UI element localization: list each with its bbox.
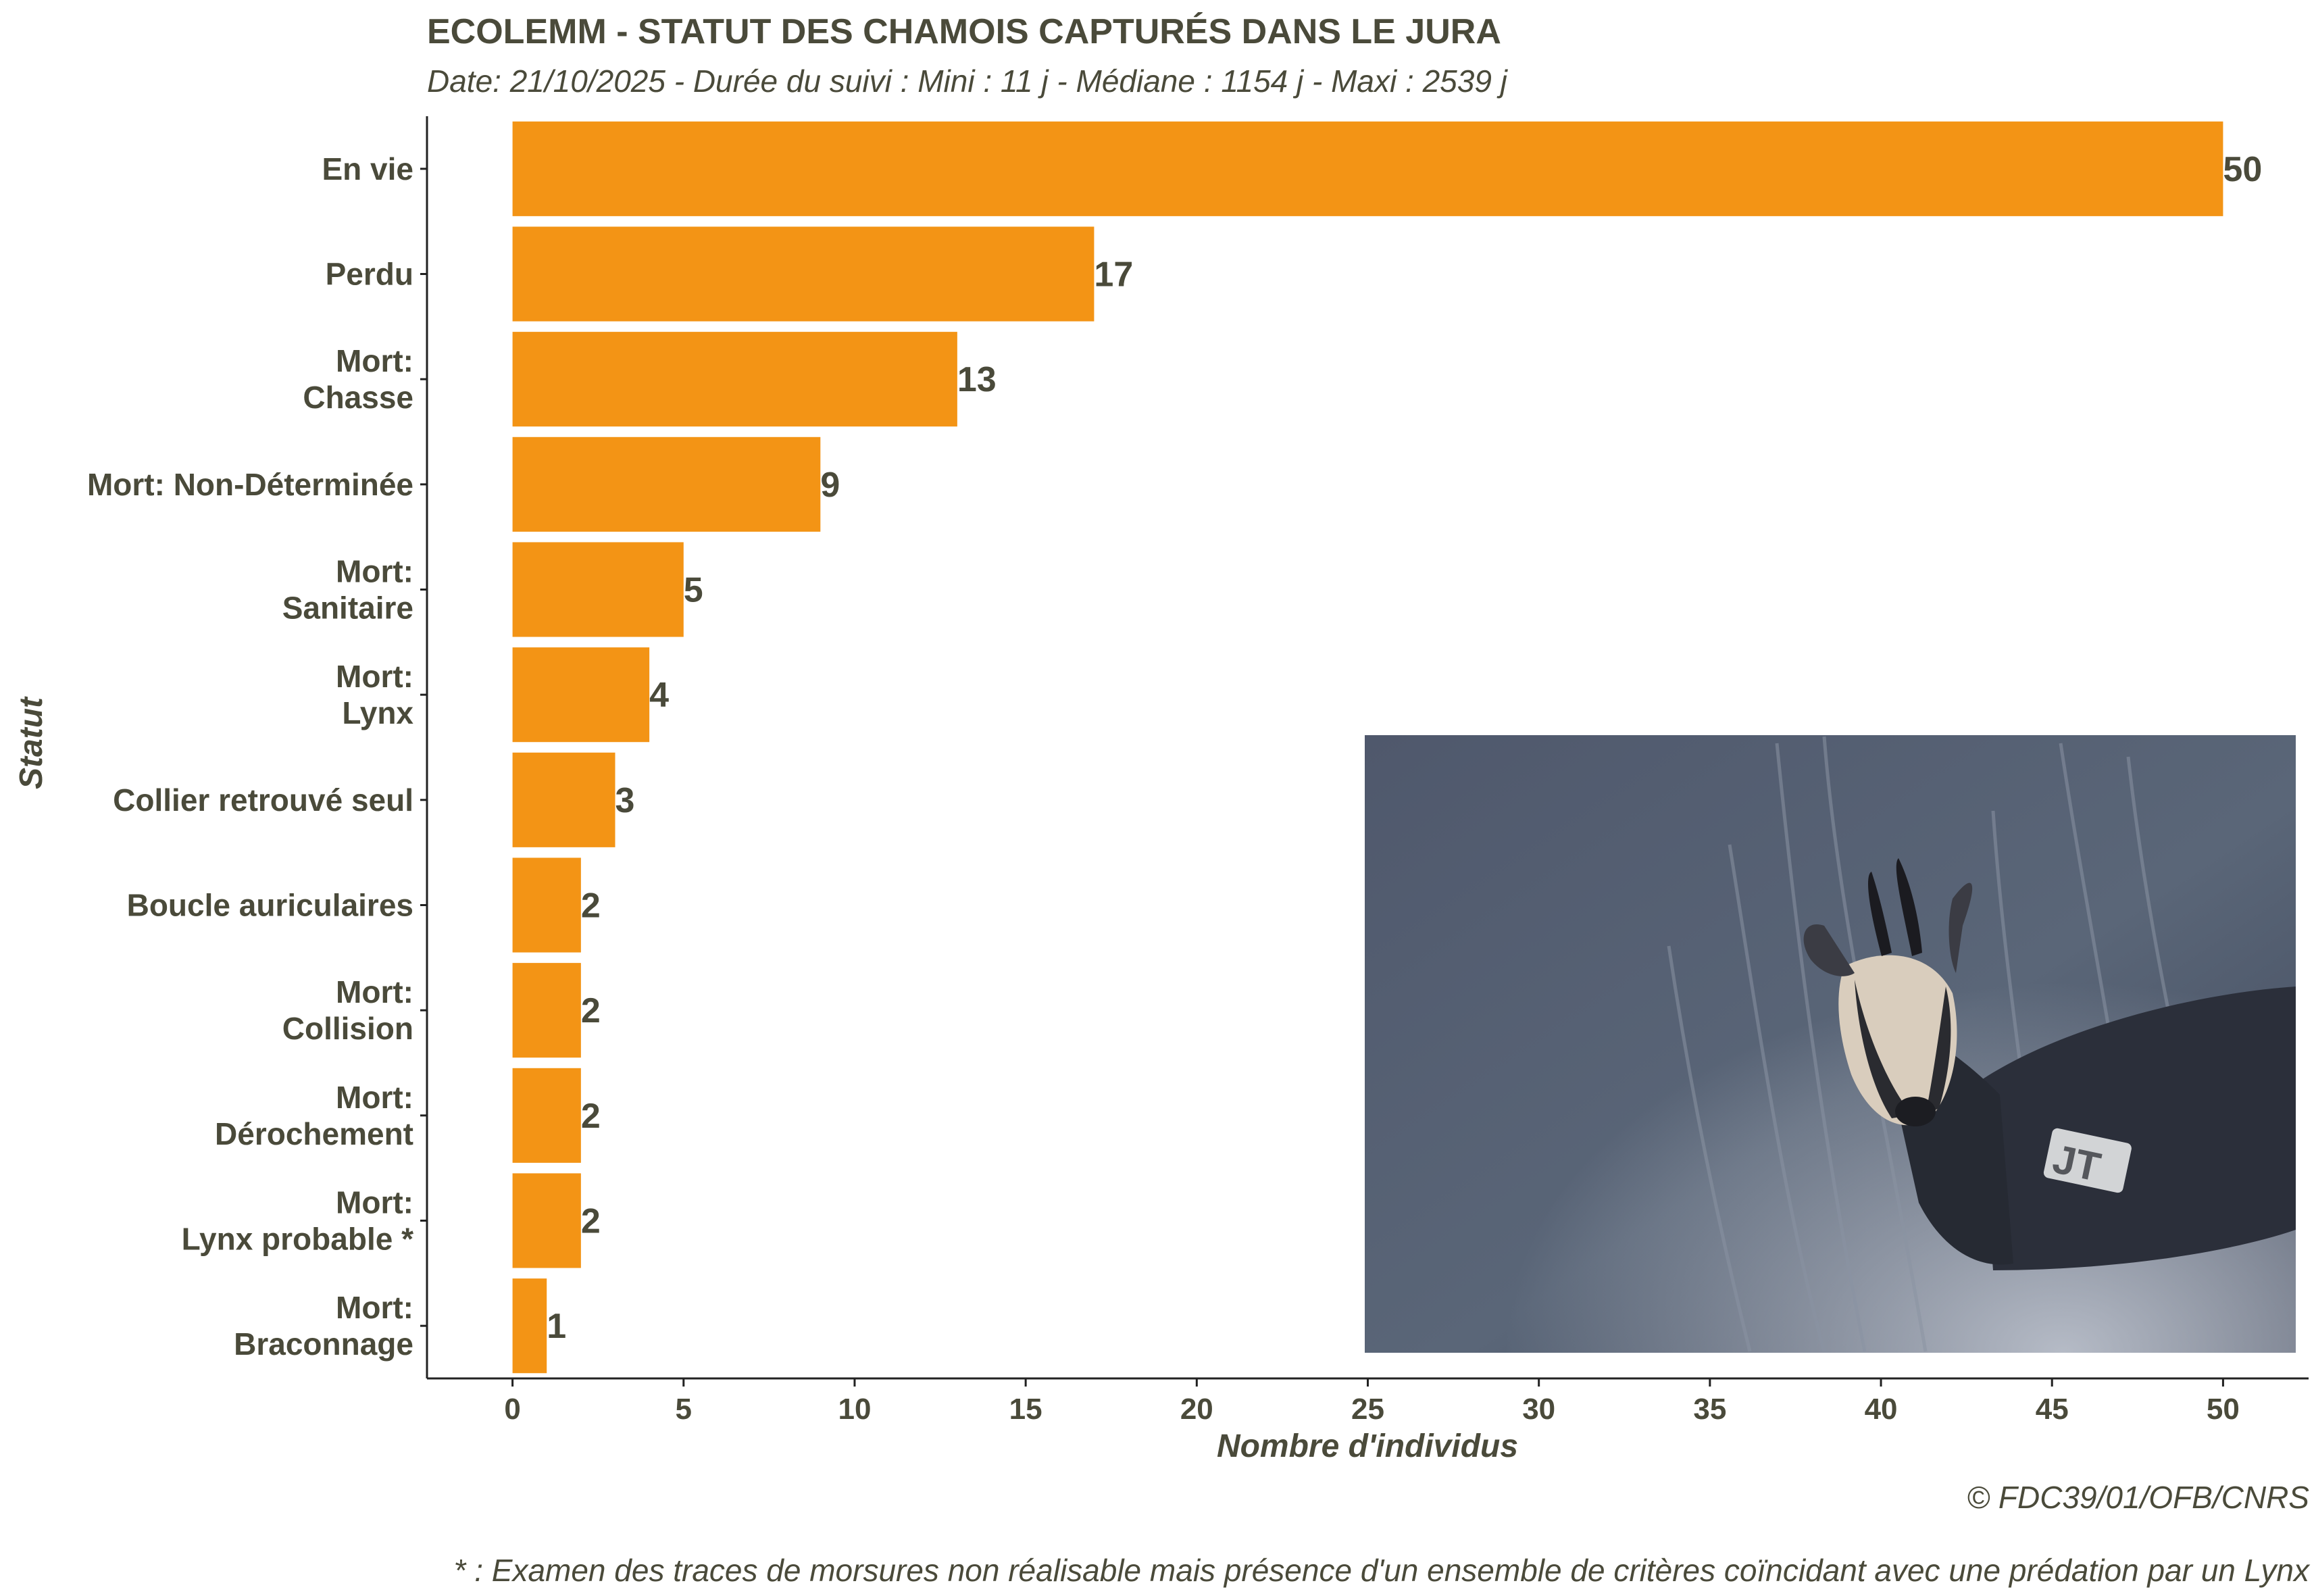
x-tick-label: 10	[838, 1393, 871, 1426]
bar	[512, 647, 650, 743]
value-label: 17	[1094, 255, 1133, 295]
category-label: Lynx	[342, 695, 413, 730]
bar	[512, 121, 2223, 216]
category-label: Mort:	[336, 1080, 413, 1115]
bar	[512, 437, 821, 532]
category-label: Boucle auriculaires	[127, 888, 413, 923]
chart-title: ECOLEMM - STATUT DES CHAMOIS CAPTURÉS DA…	[427, 12, 1501, 51]
y-axis-title: Statut	[14, 696, 49, 789]
category-label: Mort:	[336, 659, 413, 694]
category-label: Mort:	[336, 554, 413, 589]
bar	[512, 963, 581, 1058]
category-label: Collier retrouvé seul	[113, 782, 413, 818]
value-label: 2	[581, 991, 601, 1030]
footnote-caption: * : Examen des traces de morsures non ré…	[454, 1553, 2311, 1588]
x-ticks-layer: 0 5 10 15 20 25 30 35 40 45 50	[504, 1378, 2240, 1426]
value-label: 2	[581, 1097, 601, 1136]
bar	[512, 542, 684, 637]
svg-text:JT: JT	[2049, 1136, 2105, 1190]
x-axis-title: Nombre d'individus	[1217, 1428, 1518, 1464]
category-label: Perdu	[326, 257, 413, 292]
category-label: Mort:	[336, 1185, 413, 1220]
category-label: Mort:	[336, 343, 413, 378]
category-label: Sanitaire	[282, 591, 413, 626]
x-tick-label: 20	[1180, 1393, 1213, 1426]
category-label: Mort: Non-Déterminée	[87, 467, 413, 502]
chart-subtitle: Date: 21/10/2025 - Durée du suivi : Mini…	[427, 64, 1509, 99]
value-label: 50	[2223, 150, 2262, 189]
value-label: 5	[684, 571, 703, 610]
x-tick-label: 5	[676, 1393, 692, 1426]
x-tick-label: 15	[1009, 1393, 1042, 1426]
value-label: 9	[820, 466, 840, 505]
x-tick-label: 30	[1522, 1393, 1555, 1426]
bar	[512, 857, 581, 953]
bars-layer	[512, 121, 2223, 1374]
x-tick-label: 50	[2207, 1393, 2240, 1426]
value-label: 2	[581, 1202, 601, 1241]
category-label: Chasse	[303, 380, 413, 415]
category-label: Mort:	[336, 1290, 413, 1325]
value-labels-layer: 50 17 13 9 5 4 3 2 2 2 2 1	[547, 150, 2262, 1346]
bar	[512, 332, 957, 427]
chamois-photo: JT	[1365, 735, 2296, 1353]
category-label: Dérochement	[215, 1116, 413, 1151]
x-tick-label: 25	[1351, 1393, 1384, 1426]
value-label: 3	[615, 781, 635, 820]
bar	[512, 226, 1095, 322]
x-tick-label: 45	[2036, 1393, 2069, 1426]
x-tick-label: 40	[1865, 1393, 1898, 1426]
bar	[512, 1278, 547, 1374]
y-ticks-layer	[420, 168, 427, 1327]
value-label: 13	[957, 360, 997, 399]
category-label: Braconnage	[234, 1326, 413, 1362]
bar	[512, 1068, 581, 1163]
x-tick-label: 35	[1693, 1393, 1726, 1426]
bar	[512, 1173, 581, 1268]
category-label: En vie	[322, 151, 413, 186]
x-tick-label: 0	[504, 1393, 520, 1426]
category-label: Lynx probable *	[182, 1222, 413, 1257]
value-label: 2	[581, 887, 601, 926]
category-label: Mort:	[336, 974, 413, 1009]
category-label: Collision	[282, 1011, 413, 1046]
bar	[512, 752, 615, 847]
value-label: 1	[547, 1307, 566, 1346]
copyright-caption: © FDC39/01/OFB/CNRS	[1967, 1480, 2309, 1515]
value-label: 4	[649, 676, 669, 715]
